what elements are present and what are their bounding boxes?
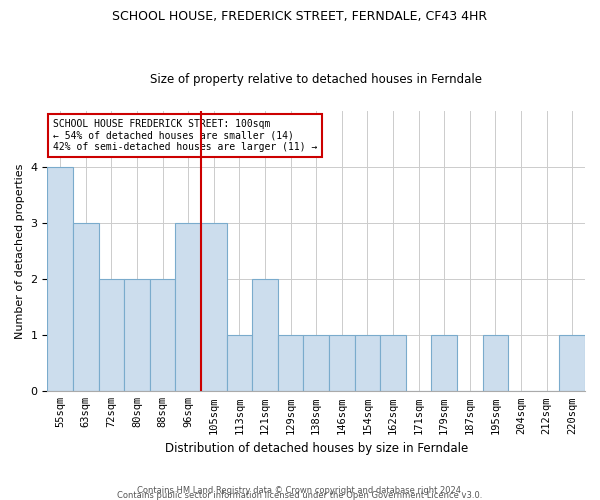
Bar xyxy=(431,335,457,392)
Bar xyxy=(304,335,329,392)
Bar xyxy=(73,223,98,392)
Text: SCHOOL HOUSE, FREDERICK STREET, FERNDALE, CF43 4HR: SCHOOL HOUSE, FREDERICK STREET, FERNDALE… xyxy=(112,10,488,23)
Bar xyxy=(278,335,304,392)
Bar xyxy=(329,335,355,392)
Title: Size of property relative to detached houses in Ferndale: Size of property relative to detached ho… xyxy=(150,73,482,86)
Bar xyxy=(252,279,278,392)
Bar xyxy=(175,223,201,392)
Bar xyxy=(150,279,175,392)
Bar xyxy=(559,335,585,392)
Text: Contains public sector information licensed under the Open Government Licence v3: Contains public sector information licen… xyxy=(118,490,482,500)
Text: SCHOOL HOUSE FREDERICK STREET: 100sqm
← 54% of detached houses are smaller (14)
: SCHOOL HOUSE FREDERICK STREET: 100sqm ← … xyxy=(53,119,317,152)
Text: Contains HM Land Registry data © Crown copyright and database right 2024.: Contains HM Land Registry data © Crown c… xyxy=(137,486,463,495)
X-axis label: Distribution of detached houses by size in Ferndale: Distribution of detached houses by size … xyxy=(164,442,468,455)
Bar xyxy=(227,335,252,392)
Bar xyxy=(380,335,406,392)
Y-axis label: Number of detached properties: Number of detached properties xyxy=(15,164,25,338)
Bar xyxy=(98,279,124,392)
Bar xyxy=(124,279,150,392)
Bar xyxy=(201,223,227,392)
Bar xyxy=(355,335,380,392)
Bar xyxy=(482,335,508,392)
Bar xyxy=(47,167,73,392)
